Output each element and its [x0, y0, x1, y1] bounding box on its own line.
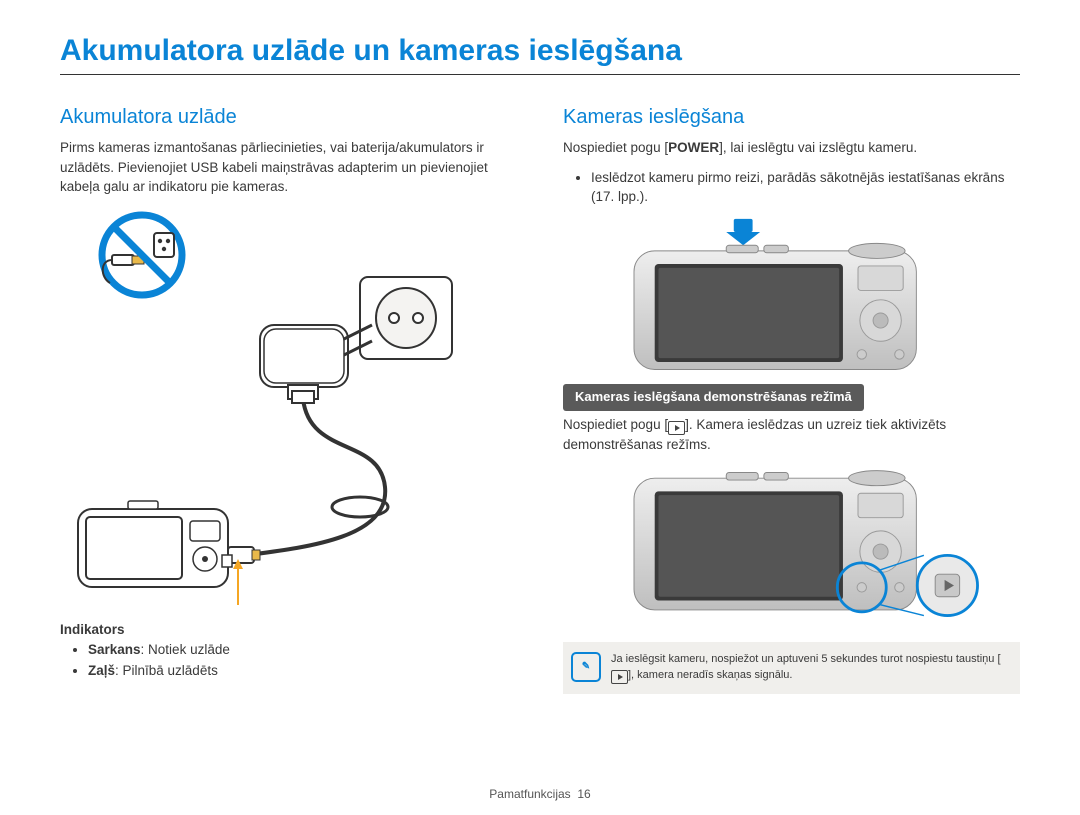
note-icon: ✎	[571, 652, 601, 682]
indicator-green: Zaļš: Pilnībā uzlādēts	[88, 661, 517, 681]
left-heading: Akumulatora uzlāde	[60, 103, 517, 132]
power-button-label: POWER	[668, 140, 719, 155]
indicator-green-label: Zaļš	[88, 663, 115, 678]
right-intro: Nospiediet pogu [POWER], lai ieslēgtu va…	[563, 138, 1020, 158]
demo-mode-text: Nospiediet pogu []. Kamera ieslēdzas un …	[563, 415, 1020, 455]
indicator-red: Sarkans: Notiek uzlāde	[88, 640, 517, 660]
indicator-section: Indikators Sarkans: Notiek uzlāde Zaļš: …	[60, 620, 517, 681]
demo-mode-illustration	[563, 465, 993, 625]
demo-mode-heading: Kameras ieslēgšana demonstrēšanas režīmā	[563, 384, 864, 411]
title-divider	[60, 74, 1020, 75]
note-text: Ja ieslēgsit kameru, nospiežot un aptuve…	[611, 652, 1010, 684]
footer-page: 16	[577, 787, 590, 801]
left-intro: Pirms kameras izmantošanas pārliecinieti…	[60, 138, 517, 197]
footer-section: Pamatfunkcijas	[489, 787, 570, 801]
indicator-red-label: Sarkans	[88, 642, 141, 657]
note-pre: Ja ieslēgsit kameru, nospiežot un aptuve…	[611, 653, 1001, 665]
note-post: ], kamera neradīs skaņas signālu.	[628, 669, 792, 681]
right-intro-pre: Nospiediet pogu [	[563, 140, 668, 155]
left-column: Akumulatora uzlāde Pirms kameras izmanto…	[60, 103, 517, 694]
page-title: Akumulatora uzlāde un kameras ieslēgšana	[60, 34, 1020, 68]
demo-text-pre: Nospiediet pogu [	[563, 417, 668, 432]
note-box: ✎ Ja ieslēgsit kameru, nospiežot un aptu…	[563, 642, 1020, 694]
right-intro-post: ], lai ieslēgtu vai izslēgtu kameru.	[719, 140, 917, 155]
right-heading: Kameras ieslēgšana	[563, 103, 1020, 132]
right-bullet-1: Ieslēdzot kameru pirmo reizi, parādās sā…	[591, 168, 1020, 207]
indicator-green-text: : Pilnībā uzlādēts	[115, 663, 218, 678]
indicator-title: Indikators	[60, 620, 517, 640]
play-icon	[668, 421, 685, 435]
indicator-red-text: : Notiek uzlāde	[141, 642, 230, 657]
right-column: Kameras ieslēgšana Nospiediet pogu [POWE…	[563, 103, 1020, 694]
page-footer: Pamatfunkcijas 16	[0, 787, 1080, 801]
play-icon	[611, 670, 628, 684]
charging-illustration	[60, 207, 490, 607]
power-on-illustration	[563, 217, 993, 377]
